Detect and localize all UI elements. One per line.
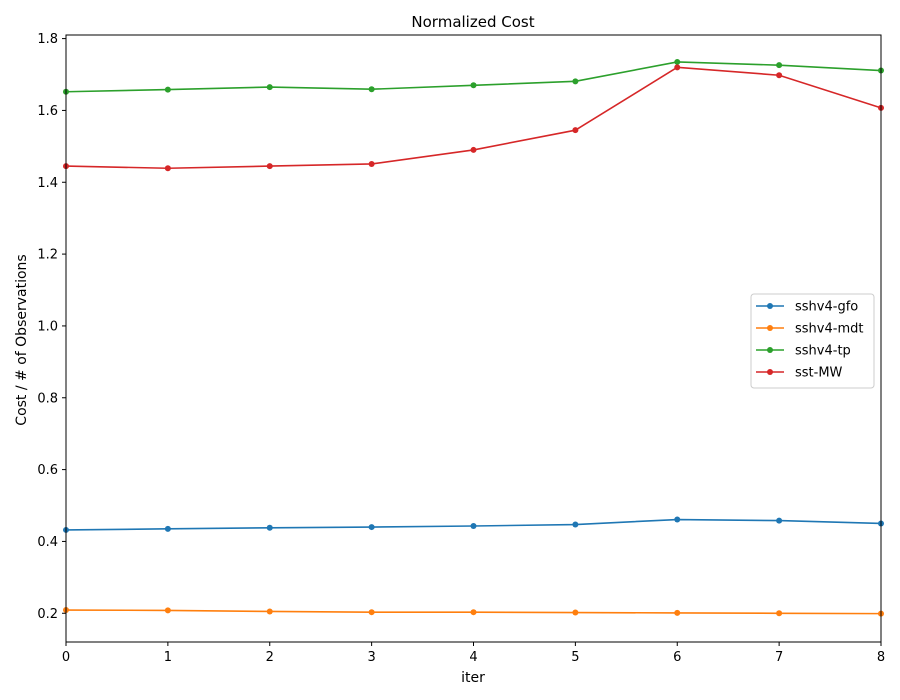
- data-point-sshv4-gfo-3: [368, 524, 375, 531]
- y-tick-label: 0.4: [37, 535, 58, 550]
- y-axis-label: Cost / # of Observations: [14, 254, 30, 425]
- x-tick-label: 8: [877, 650, 885, 665]
- x-tick-label: 7: [775, 650, 783, 665]
- data-point-sst-MW-2: [266, 163, 273, 170]
- legend-item-sshv4-tp: sshv4-tp: [756, 344, 851, 359]
- data-point-sst-MW-5: [572, 127, 579, 134]
- legend: sshv4-gfo sshv4-mdt sshv4-tp sst-MW: [750, 293, 875, 389]
- y-tick-label: 0.6: [37, 463, 58, 478]
- data-point-sshv4-tp-3: [368, 86, 375, 93]
- legend-item-sst-MW: sst-MW: [756, 366, 843, 381]
- series-sst-MW: [63, 64, 884, 172]
- axes-layer: 0 1 2 3 4 5 6 7 8 0.2 0.4 0.6 0.8 1.0 1.2 1.4 1.6 1.8: [37, 32, 885, 665]
- legend-swatch-marker: [767, 369, 773, 375]
- data-point-sshv4-gfo-4: [470, 522, 477, 529]
- data-point-sshv4-gfo-1: [164, 525, 171, 532]
- legend-swatch-marker: [767, 303, 773, 309]
- x-tick-label: 6: [673, 650, 681, 665]
- series-sshv4-mdt: [63, 607, 884, 617]
- y-tick-label: 0.8: [37, 391, 58, 406]
- data-point-sshv4-tp-2: [266, 84, 273, 91]
- data-point-sshv4-tp-4: [470, 82, 477, 89]
- data-point-sst-MW-4: [470, 146, 477, 153]
- data-point-sshv4-gfo-6: [674, 516, 681, 523]
- data-point-sshv4-tp-6: [674, 58, 681, 65]
- legend-item-sshv4-gfo: sshv4-gfo: [756, 300, 858, 315]
- plot-area: [66, 35, 881, 642]
- data-point-sst-MW-7: [776, 72, 783, 79]
- data-point-sshv4-gfo-7: [776, 517, 783, 524]
- x-tick-label: 5: [571, 650, 579, 665]
- y-tick-label: 1.4: [37, 176, 58, 191]
- x-tick-label: 3: [367, 650, 375, 665]
- data-point-sshv4-mdt-6: [674, 609, 681, 616]
- data-point-sshv4-mdt-7: [776, 610, 783, 617]
- data-point-sshv4-mdt-5: [572, 609, 579, 616]
- y-tick-label: 0.2: [37, 607, 58, 622]
- data-point-sshv4-mdt-3: [368, 609, 375, 616]
- plot-background: [66, 35, 881, 642]
- legend-label: sst-MW: [795, 366, 843, 381]
- data-point-sshv4-gfo-2: [266, 524, 273, 531]
- chart-title: Normalized Cost: [411, 13, 534, 31]
- legend-swatch-marker: [767, 325, 773, 331]
- legend-swatch-marker: [767, 347, 773, 353]
- x-tick-label: 4: [469, 650, 477, 665]
- data-point-sshv4-gfo-5: [572, 521, 579, 528]
- data-point-sshv4-mdt-1: [164, 607, 171, 614]
- series-layer: [63, 58, 884, 617]
- data-point-sshv4-tp-5: [572, 78, 579, 85]
- x-tick-label: 0: [62, 650, 70, 665]
- y-tick-label: 1.0: [37, 319, 58, 334]
- y-tick-label: 1.2: [37, 248, 58, 263]
- legend-label: sshv4-gfo: [795, 300, 858, 315]
- y-tick-label: 1.6: [37, 104, 58, 119]
- legend-label: sshv4-tp: [795, 344, 851, 359]
- y-tick-label: 1.8: [37, 32, 58, 47]
- x-axis-label: iter: [461, 670, 485, 686]
- data-point-sst-MW-3: [368, 160, 375, 167]
- data-point-sst-MW-6: [674, 64, 681, 71]
- legend-item-sshv4-mdt: sshv4-mdt: [756, 322, 863, 337]
- data-point-sshv4-mdt-2: [266, 608, 273, 615]
- data-point-sshv4-tp-7: [776, 62, 783, 69]
- data-point-sst-MW-1: [164, 165, 171, 172]
- data-point-sshv4-mdt-4: [470, 609, 477, 616]
- data-point-sshv4-tp-1: [164, 86, 171, 93]
- legend-box: [750, 293, 875, 389]
- x-tick-label: 1: [164, 650, 172, 665]
- legend-label: sshv4-mdt: [795, 322, 863, 337]
- x-tick-label: 2: [266, 650, 274, 665]
- series-sshv4-tp: [63, 58, 884, 95]
